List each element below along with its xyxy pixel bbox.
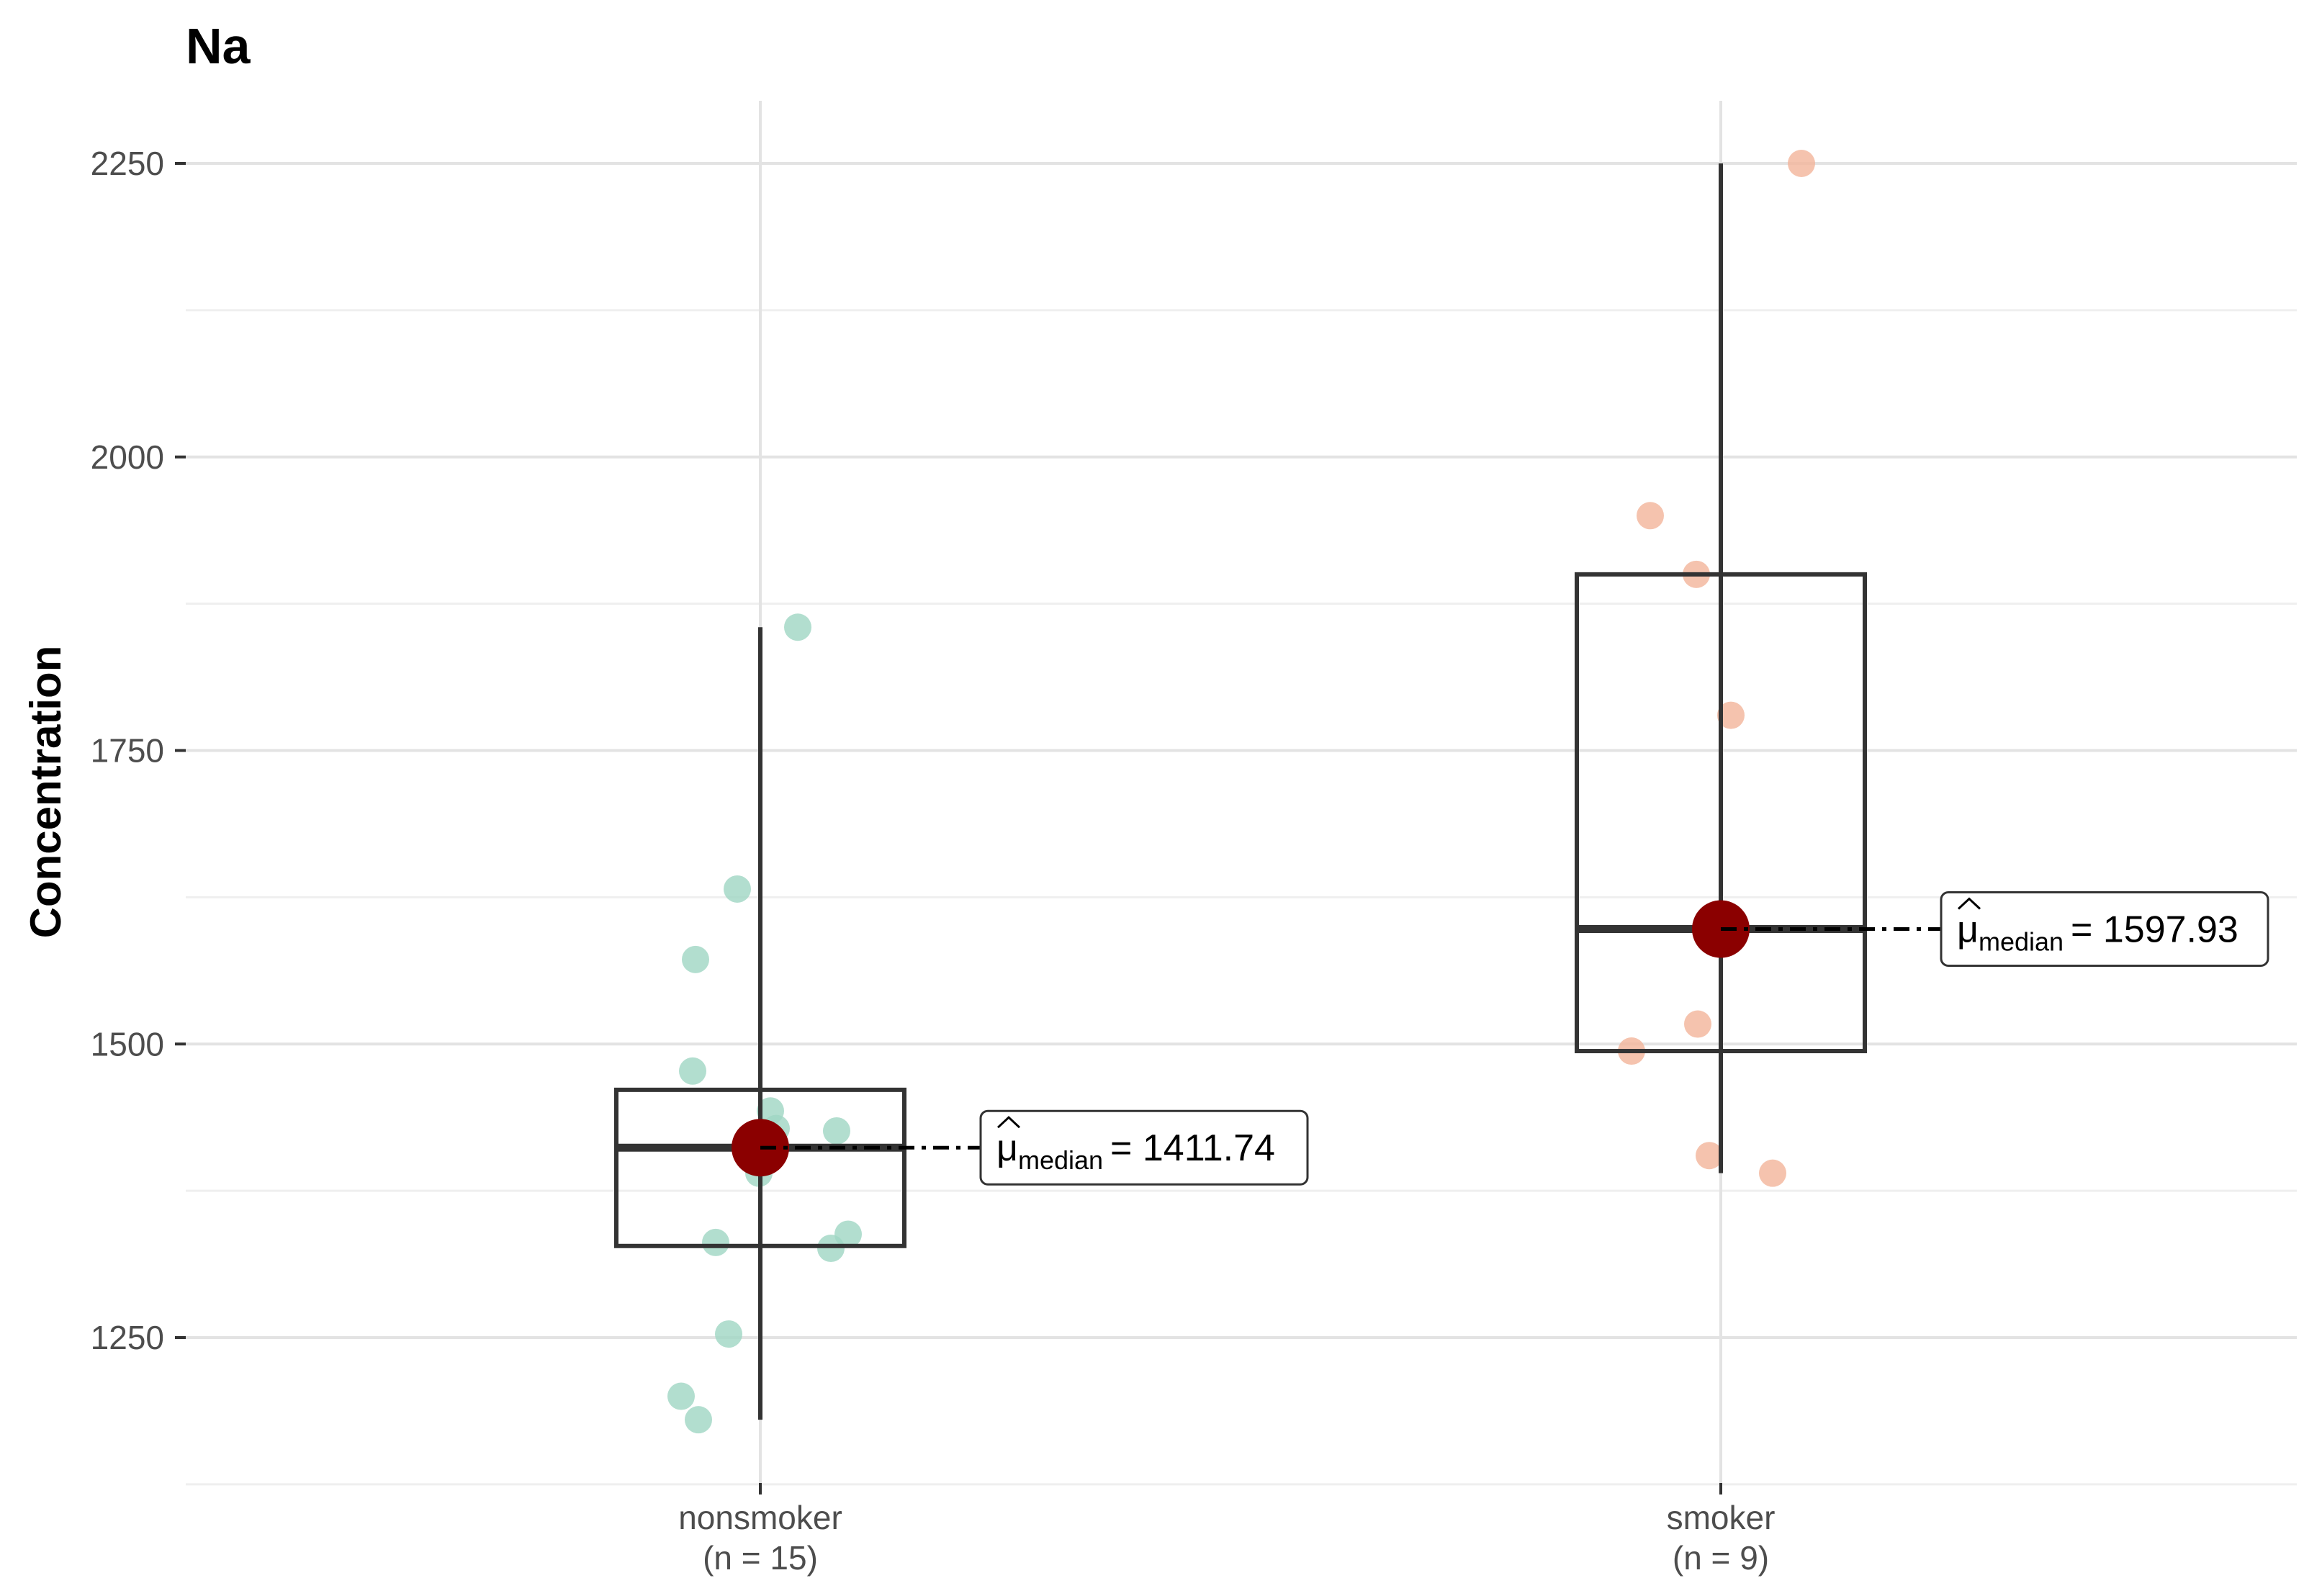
median-label-value: = 1597.93 (2071, 909, 2238, 951)
x-tick-sublabel: (n = 15) (703, 1539, 818, 1577)
chart-title: Na (186, 18, 251, 74)
median-label-box (979, 1109, 1309, 1186)
data-point (679, 1057, 706, 1085)
median-label-symbol: μ (996, 1127, 1018, 1169)
data-point (1759, 1159, 1786, 1187)
x-tick-label: smoker (1667, 1499, 1776, 1536)
group-smoker: μmedian = 1597.93 (1575, 150, 2269, 1187)
hat-icon (996, 1116, 1021, 1129)
data-point (817, 1235, 845, 1263)
y-tick-label: 2000 (91, 438, 164, 476)
median-label-value: = 1411.74 (1110, 1127, 1275, 1169)
data-point (682, 945, 709, 973)
data-point (667, 1382, 695, 1410)
data-point (702, 1228, 729, 1256)
data-point (1717, 701, 1745, 729)
data-point (685, 1406, 712, 1434)
x-tick-label: nonsmoker (678, 1499, 842, 1536)
data-point (1637, 502, 1664, 530)
x-axis: nonsmoker(n = 15) smoker(n = 9) (678, 1483, 1775, 1577)
median-label-box (1940, 891, 2269, 968)
median-label-subscript: median (1979, 927, 2064, 957)
data-point (1684, 1010, 1711, 1038)
y-tick-label: 1750 (91, 732, 164, 770)
y-axis-label: Concentration (22, 646, 70, 939)
median-label-text: μmedian = 1597.93 (1957, 909, 2238, 957)
hat-icon (1957, 897, 1981, 910)
y-axis: 1250 1500 1750 2000 2250 (91, 145, 186, 1356)
y-tick-label: 1250 (91, 1319, 164, 1356)
data-point (1788, 150, 1815, 177)
x-tick-sublabel: (n = 9) (1673, 1539, 1769, 1577)
y-tick-label: 2250 (91, 145, 164, 182)
gridlines (186, 101, 2297, 1486)
y-tick-label: 1500 (91, 1025, 164, 1063)
median-label-symbol: μ (1957, 909, 1979, 951)
iqr-box (1575, 572, 1867, 1054)
iqr-box (614, 1087, 906, 1248)
median-label-text: μmedian = 1411.74 (996, 1127, 1275, 1175)
data-point (1696, 1142, 1723, 1170)
data-point (724, 875, 751, 903)
median-label-subscript: median (1018, 1145, 1103, 1175)
data-point (715, 1320, 742, 1348)
group-nonsmoker: μmedian = 1411.74 (614, 613, 1309, 1434)
data-point (823, 1117, 850, 1145)
data-point (784, 613, 811, 641)
